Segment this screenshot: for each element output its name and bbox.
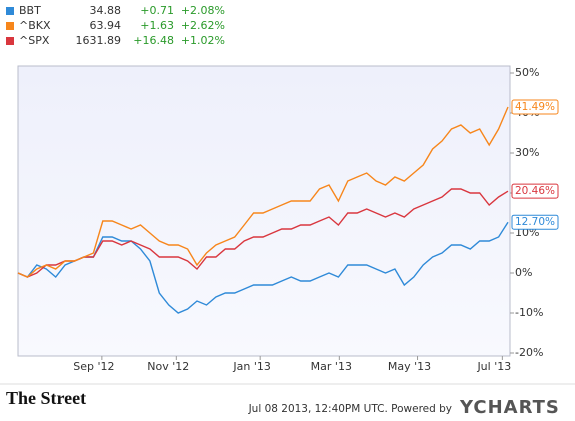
timestamp: Jul 08 2013, 12:40PM UTC. Powered by [248, 403, 452, 415]
plot-area [17, 65, 511, 357]
series-line [17, 188, 509, 278]
legend-change: +16.48 [133, 34, 174, 47]
end-label-box [511, 99, 559, 115]
series-line [17, 106, 509, 278]
legend-price: 34.88 [90, 4, 122, 17]
end-label: 12.70% [515, 216, 555, 228]
series-line [17, 221, 509, 314]
brand-logo: The Street [6, 388, 86, 408]
end-label-box [511, 214, 559, 230]
legend-change-pct: +2.08% [181, 4, 225, 17]
x-tick-label: Jan '13 [232, 360, 270, 373]
provider-logo: YCHARTS [459, 397, 560, 418]
legend-name: ^SPX [19, 34, 50, 47]
x-tick-label: Mar '13 [311, 360, 352, 373]
legend-price: 1631.89 [76, 34, 122, 47]
y-tick-label: -10% [515, 306, 543, 319]
x-tick-label: May '13 [388, 360, 431, 373]
x-tick-label: Sep '12 [73, 360, 114, 373]
end-label: 20.46% [515, 185, 555, 197]
x-tick-label: Nov '12 [147, 360, 189, 373]
legend-change: +0.71 [140, 4, 174, 17]
y-tick-label: 50% [515, 66, 539, 79]
legend-swatch [6, 22, 14, 30]
legend-change: +1.63 [140, 19, 174, 32]
y-tick-label: 30% [515, 146, 539, 159]
end-label-box [511, 183, 559, 199]
legend-change-pct: +1.02% [181, 34, 225, 47]
x-tick-label: Jul '13 [476, 360, 511, 373]
y-tick-label: -20% [515, 346, 543, 359]
y-tick-label: 0% [515, 266, 532, 279]
legend-price: 63.94 [90, 19, 122, 32]
legend-change-pct: +2.62% [181, 19, 225, 32]
legend-swatch [6, 37, 14, 45]
legend-name: BBT [19, 4, 41, 17]
legend-name: ^BKX [19, 19, 51, 32]
legend-swatch [6, 7, 14, 15]
end-label: 41.49% [515, 101, 555, 113]
